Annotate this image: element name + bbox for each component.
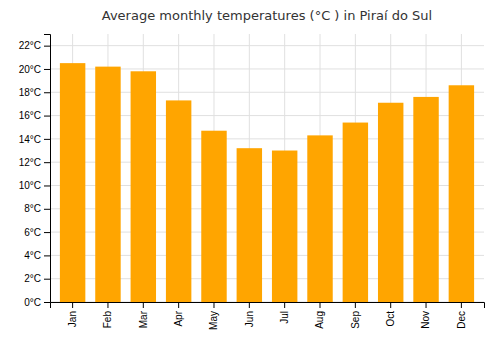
tick-mark — [44, 185, 50, 186]
tick: Mar — [138, 302, 149, 328]
tick: Apr — [173, 302, 184, 327]
plot-area — [60, 63, 474, 302]
tick-mark — [355, 302, 356, 308]
tick-label: 2°C — [24, 273, 41, 284]
tick: 0°C — [24, 297, 50, 308]
tick: Oct — [385, 302, 396, 327]
tick-mark — [44, 116, 50, 117]
tick-label: Jul — [279, 311, 290, 324]
tick-mark — [44, 232, 50, 233]
tick-mark — [44, 139, 50, 140]
tick-mark — [461, 302, 462, 308]
bar — [166, 100, 191, 302]
tick: 10°C — [19, 180, 50, 191]
axis-line — [44, 35, 51, 303]
tick: 22°C — [19, 40, 50, 51]
tick-label: Aug — [314, 311, 325, 329]
tick-label: Jun — [244, 311, 255, 327]
tick-mark — [44, 92, 50, 93]
bar — [343, 123, 368, 302]
tick-label: Dec — [456, 311, 467, 329]
tick: Jun — [244, 302, 255, 327]
tick-label: 20°C — [19, 64, 41, 75]
tick: 6°C — [24, 227, 50, 238]
tick-label: Sep — [350, 311, 361, 329]
bar — [413, 97, 438, 302]
tick-mark — [249, 302, 250, 308]
tick-label: 10°C — [19, 180, 41, 191]
grid-line — [50, 45, 484, 46]
tick-mark — [44, 302, 50, 303]
tick-label: 18°C — [19, 87, 41, 98]
tick: 20°C — [19, 64, 50, 75]
bar — [237, 148, 262, 302]
bar — [60, 63, 85, 302]
x-axis: Jan Feb Mar Apr May Jun Jul Aug Sep Oct Nov Dec — [51, 302, 485, 330]
tick: Feb — [102, 302, 113, 328]
tick-mark — [178, 302, 179, 308]
tick: 4°C — [24, 250, 50, 261]
tick-mark — [320, 302, 321, 308]
tick: 2°C — [24, 273, 50, 284]
tick-label: Mar — [138, 310, 149, 328]
axis-line — [51, 303, 485, 309]
tick-label: Jan — [67, 311, 78, 327]
tick-mark — [44, 162, 50, 163]
y-axis: 0°C 2°C 4°C 6°C 8°C 10°C 12°C 14°C 16°C 18°C 20°C 2… — [19, 35, 51, 308]
tick: 18°C — [19, 87, 50, 98]
tick-label: 16°C — [19, 110, 41, 121]
tick-mark — [426, 302, 427, 308]
tick-mark — [44, 255, 50, 256]
tick-mark — [390, 302, 391, 308]
tick: May — [208, 302, 219, 330]
tick-mark — [72, 302, 73, 308]
tick-label: 4°C — [24, 250, 41, 261]
bar — [201, 131, 226, 302]
tick-label: 14°C — [19, 134, 41, 145]
tick-mark — [284, 302, 285, 308]
bar — [449, 85, 474, 302]
tick-label: 22°C — [19, 40, 41, 51]
tick-mark — [44, 46, 50, 47]
tick: Jan — [67, 302, 78, 327]
tick: Sep — [350, 302, 361, 329]
tick-label: May — [208, 311, 219, 330]
tick-label: Oct — [385, 311, 396, 327]
tick: Jul — [279, 302, 290, 324]
tick: 12°C — [19, 157, 50, 168]
tick-label: Nov — [420, 311, 431, 329]
grid — [50, 34, 484, 302]
tick-mark — [44, 69, 50, 70]
bar — [307, 135, 332, 302]
tick: Dec — [456, 302, 467, 329]
tick-mark — [143, 302, 144, 308]
tick-mark — [44, 279, 50, 280]
tick-label: 6°C — [24, 227, 41, 238]
tick: Aug — [314, 302, 325, 329]
bar — [378, 103, 403, 302]
tick-label: 0°C — [24, 297, 41, 308]
tick-label: 8°C — [24, 203, 41, 214]
tick-label: 12°C — [19, 157, 41, 168]
bar — [131, 71, 156, 302]
tick-mark — [44, 209, 50, 210]
chart: 0°C 2°C 4°C 6°C 8°C 10°C 12°C 14°C 16°C 18°C 20°C 2… — [0, 0, 500, 350]
tick-mark — [107, 302, 108, 308]
tick-label: Feb — [102, 311, 113, 329]
tick: 16°C — [19, 110, 50, 121]
tick: 8°C — [24, 203, 50, 214]
tick: Nov — [420, 302, 431, 329]
bar — [95, 67, 120, 302]
bar — [272, 151, 297, 302]
tick: 14°C — [19, 134, 50, 145]
title: Average monthly temperatures (°C ) in Pi… — [102, 8, 432, 23]
tick-label: Apr — [173, 310, 184, 326]
tick-mark — [213, 302, 214, 308]
